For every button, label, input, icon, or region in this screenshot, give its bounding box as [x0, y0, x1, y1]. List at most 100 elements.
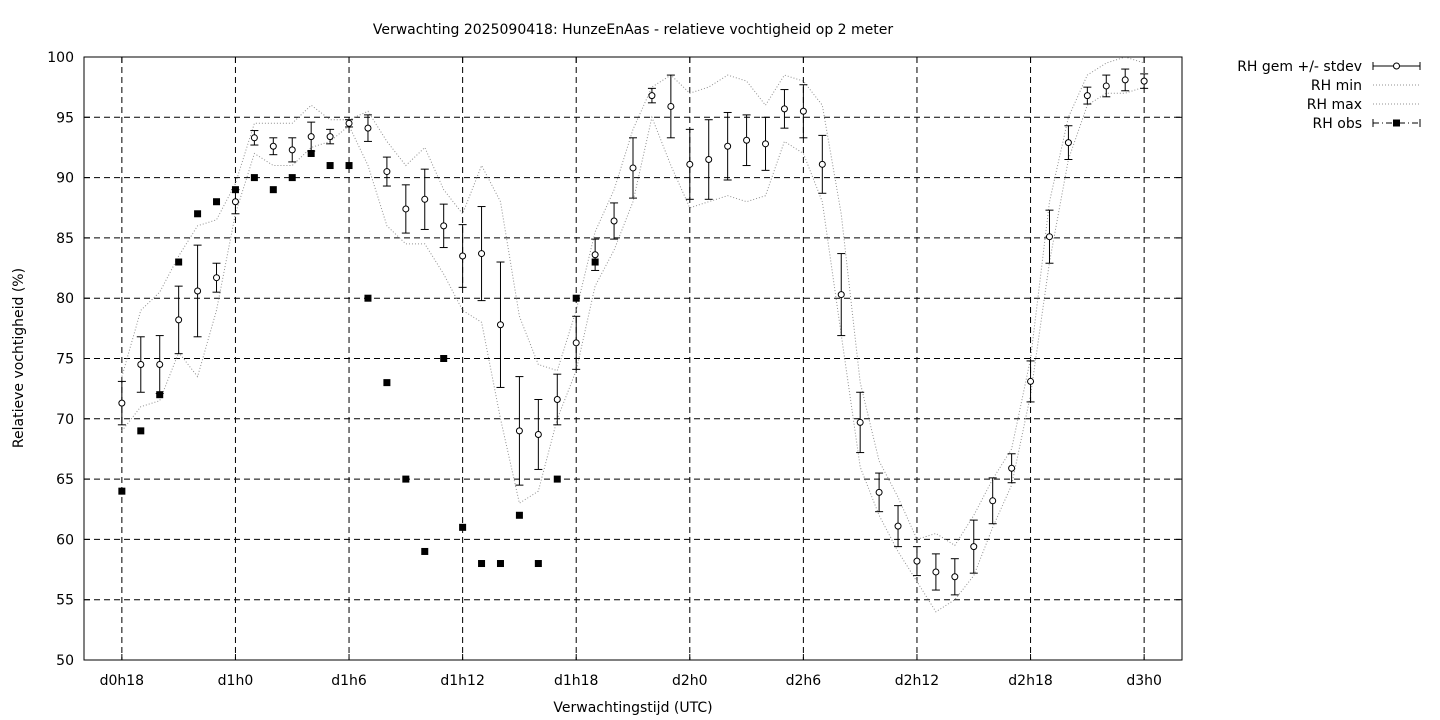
y-tick-label: 85: [56, 231, 74, 247]
legend: RH gem +/- stdev RH min RH max RH obs: [1237, 59, 1421, 132]
errorbar: [988, 477, 997, 525]
y-tick-label: 50: [56, 653, 74, 669]
errorbar: [269, 137, 278, 156]
mean-point: [799, 107, 807, 115]
obs-point: [175, 258, 183, 266]
errorbar: [250, 130, 259, 146]
obs-point: [459, 523, 467, 531]
errorbar: [345, 119, 354, 128]
y-tick-label: 100: [47, 50, 74, 66]
obs-point: [307, 149, 315, 157]
y-tick-label: 70: [56, 412, 74, 428]
errorbar: [231, 189, 240, 215]
mean-point: [478, 250, 486, 258]
mean-point: [156, 361, 164, 369]
errorbar: [591, 238, 600, 271]
errorbar: [307, 121, 316, 152]
mean-point: [1121, 76, 1129, 84]
mean-point: [667, 102, 675, 110]
obs-point: [269, 186, 277, 194]
x-tick-label: d2h18: [1008, 673, 1052, 689]
mean-point: [1027, 377, 1035, 385]
errorbar: [212, 262, 221, 293]
mean-point: [610, 217, 618, 225]
errorbar: [1140, 73, 1149, 89]
obs-point: [440, 355, 448, 362]
errorbar: [515, 376, 524, 486]
errorbar: [780, 89, 789, 129]
obs-point: [402, 475, 410, 483]
errorbar: [610, 202, 619, 240]
errorbar: [477, 206, 486, 302]
errorbar: [1102, 74, 1111, 98]
obs-point: [231, 186, 239, 194]
mean-point: [762, 140, 770, 148]
legend-item: RH obs: [1313, 116, 1421, 132]
errorbar: [818, 134, 827, 194]
errorbar: [193, 244, 202, 338]
mean-point: [724, 142, 732, 150]
x-tick-label: d2h6: [786, 673, 822, 689]
mean-point: [686, 160, 694, 168]
legend-marker: [1393, 119, 1400, 127]
mean-point: [213, 274, 221, 282]
errorbar: [629, 137, 637, 199]
mean-point: [231, 198, 239, 206]
mean-point: [780, 105, 788, 113]
mean-point: [364, 124, 372, 132]
errorbar: [931, 553, 940, 591]
mean-point: [496, 321, 504, 329]
errorbar: [155, 335, 164, 394]
mean-point: [875, 488, 883, 496]
mean-point: [648, 92, 656, 100]
y-tick-label: 90: [56, 171, 74, 187]
mean-point: [440, 222, 448, 230]
chart-title: Verwachting 2025090418: HunzeEnAas - rel…: [373, 22, 894, 38]
mean-point: [856, 418, 864, 426]
obs-point: [213, 198, 221, 206]
obs-point: [572, 294, 580, 302]
x-axis-label: Verwachtingstijd (UTC): [553, 700, 712, 716]
mean-point: [175, 316, 183, 324]
obs-point: [496, 560, 504, 568]
x-tick-label: d1h18: [554, 673, 598, 689]
mean-point: [515, 427, 523, 435]
mean-point: [837, 291, 845, 299]
errorbar: [1064, 125, 1073, 161]
errorbar: [496, 261, 505, 388]
observation-points: [118, 149, 599, 568]
errorbar: [799, 84, 808, 139]
mean-point: [1083, 92, 1091, 100]
obs-point: [553, 475, 561, 483]
errorbar: [534, 399, 543, 470]
y-tick-label: 75: [56, 352, 74, 368]
rh-max-line: [121, 56, 1145, 547]
errorbar: [458, 224, 467, 288]
y-tick-label: 80: [56, 291, 74, 307]
obs-point: [345, 162, 353, 170]
mean-point: [591, 251, 599, 259]
errorbar: [382, 156, 391, 187]
mean-point: [913, 557, 921, 565]
errorbar: [363, 114, 372, 142]
obs-point: [478, 560, 486, 568]
mean-stdev-errorbars: [117, 68, 1149, 596]
mean-point: [307, 133, 315, 141]
x-tick-label: d1h12: [440, 673, 484, 689]
errorbar: [837, 253, 846, 337]
min-max-lines: [121, 56, 1145, 613]
mean-point: [1102, 82, 1110, 90]
obs-point: [364, 294, 372, 302]
x-tick-label: d1h6: [331, 673, 367, 689]
legend-label: RH obs: [1313, 116, 1362, 132]
obs-point: [383, 379, 391, 387]
errorbar: [647, 87, 656, 104]
rh-min-line: [121, 86, 1145, 613]
legend-label: RH gem +/- stdev: [1237, 59, 1362, 75]
mean-point: [1140, 77, 1148, 85]
errorbar: [856, 391, 865, 454]
mean-point: [970, 543, 978, 551]
errorbar: [894, 505, 903, 548]
mean-point: [326, 133, 334, 141]
